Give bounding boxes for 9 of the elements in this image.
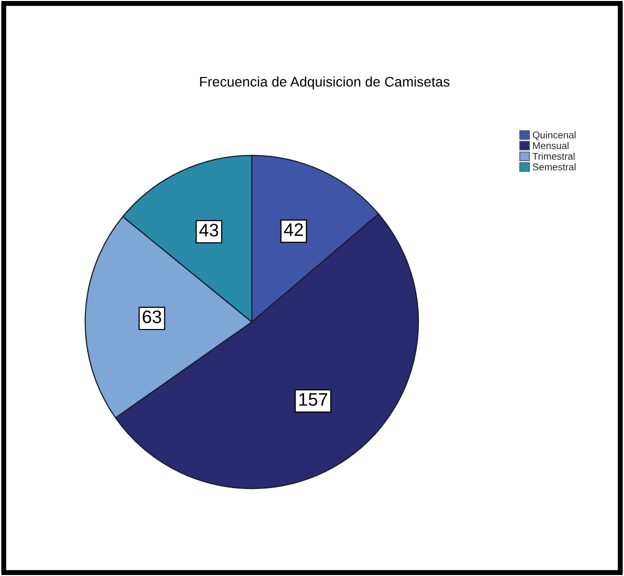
data-label: 42	[284, 223, 303, 236]
data-label: 63	[142, 310, 162, 324]
legend-label: Semestral	[532, 163, 576, 170]
data-label: 157	[299, 393, 328, 406]
chart-title: Frecuencia de Adquisicion de Camisetas	[200, 76, 450, 90]
legend-label: Trimestral	[532, 152, 575, 160]
legend-label: Quincenal	[532, 131, 576, 140]
data-label: 43	[199, 224, 218, 237]
legend-label: Mensual	[533, 142, 568, 150]
